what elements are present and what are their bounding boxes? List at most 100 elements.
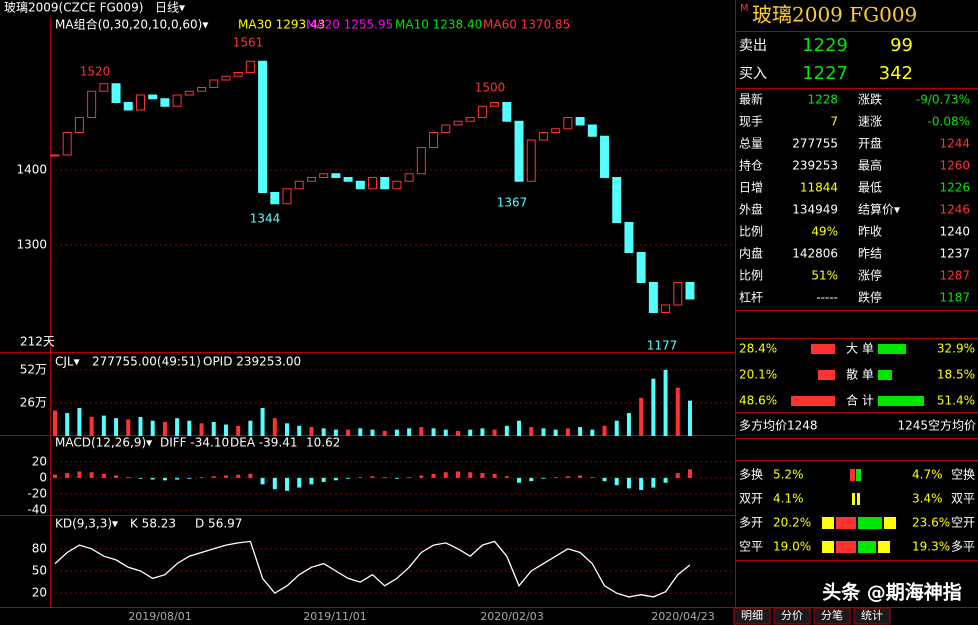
pos-bar <box>856 469 861 481</box>
y-tick-label: 26万 <box>20 395 47 409</box>
x-tick-label: 2020/04/23 <box>651 610 714 623</box>
bar <box>663 369 668 436</box>
quote-label: 买入 <box>739 66 767 82</box>
field-label: 比例 <box>739 269 763 283</box>
candle <box>355 180 365 190</box>
bar <box>65 413 70 436</box>
pos-bar <box>858 517 882 529</box>
tab[interactable] <box>853 607 891 625</box>
bar <box>236 425 241 436</box>
legend-item: MA10 1238.40 <box>395 18 482 32</box>
order-pct: 28.4% <box>739 342 777 356</box>
period: 日线▾ <box>155 1 185 15</box>
bar <box>541 477 546 479</box>
quote-label: 卖出 <box>739 38 767 54</box>
tab-label[interactable]: 统计 <box>861 609 883 622</box>
bar <box>285 477 290 491</box>
candle <box>453 120 463 126</box>
bar <box>175 477 180 480</box>
bar <box>614 477 619 486</box>
bar <box>162 477 167 481</box>
bar <box>297 425 302 436</box>
field-value: 142806 <box>792 247 838 261</box>
pos-label: 空平 <box>739 540 763 554</box>
annotation: 1500 <box>475 81 506 95</box>
tab[interactable] <box>733 607 771 625</box>
field-label: 比例 <box>739 225 763 239</box>
x-tick-label: 2019/11/01 <box>303 610 366 623</box>
candle <box>233 72 243 77</box>
field-value: ----- <box>816 291 838 305</box>
bar <box>529 477 534 482</box>
field-label: 内盘 <box>739 246 763 261</box>
candle <box>258 60 268 193</box>
legend-item: MA组合(0,30,20,10,0,60)▾ <box>55 17 208 32</box>
pos-label: 多开 <box>739 516 763 530</box>
field-value: 239253 <box>792 159 838 173</box>
bar <box>333 477 338 481</box>
quote-price: 1229 <box>802 35 848 56</box>
quote-volume: 342 <box>879 63 913 84</box>
candle <box>99 83 109 92</box>
field-label: 涨停 <box>858 268 882 283</box>
field-value: 1287 <box>939 269 970 283</box>
tab[interactable] <box>773 607 811 625</box>
bar <box>565 428 570 436</box>
pos-bar <box>822 541 834 553</box>
bar <box>553 429 558 436</box>
candle <box>551 128 561 133</box>
annotation: 1367 <box>497 196 528 210</box>
bar <box>77 408 82 436</box>
field-label: 昨结 <box>858 247 882 261</box>
bar <box>541 428 546 436</box>
tab-label[interactable]: 分价 <box>781 609 803 622</box>
x-tick-label: 2020/02/03 <box>480 610 543 623</box>
symbol: 玻璃2009(CZCE FG009) <box>4 1 143 15</box>
order-bar <box>811 344 835 354</box>
bar <box>370 429 375 436</box>
field-label: 外盘 <box>739 202 763 217</box>
bar <box>578 427 583 436</box>
bar <box>480 428 485 436</box>
field-label: 速涨 <box>858 114 882 129</box>
pos-pct: 4.7% <box>912 468 943 482</box>
candle <box>172 94 182 107</box>
bar <box>358 428 363 436</box>
annotation: 1177 <box>647 339 678 353</box>
tab-label[interactable]: 分笔 <box>821 608 843 622</box>
candle <box>612 177 622 223</box>
candle <box>148 94 158 100</box>
candle <box>343 177 353 182</box>
tab[interactable] <box>813 607 851 625</box>
candle <box>87 90 97 118</box>
bar <box>455 471 460 478</box>
pos-bar <box>852 493 855 505</box>
candle <box>624 222 634 253</box>
field-label: 涨跌 <box>858 92 882 107</box>
bar <box>150 420 155 436</box>
y-tick-label: 0 <box>39 470 47 484</box>
field-label: 最高 <box>858 158 882 173</box>
tab-label[interactable]: 明细 <box>741 609 763 622</box>
pos-bar <box>858 541 876 553</box>
bar <box>126 477 131 478</box>
annotation: 1561 <box>233 36 264 50</box>
bar <box>382 477 387 478</box>
bar <box>77 471 82 478</box>
field-label: 跌停 <box>858 290 882 305</box>
field-label: 杠杆 <box>739 290 763 305</box>
bar <box>626 477 631 489</box>
y-tick-label: 80 <box>32 541 47 555</box>
bar <box>529 427 534 436</box>
bar <box>321 428 326 436</box>
avg-price: 多方均价1248 <box>739 418 818 433</box>
candle <box>160 98 170 107</box>
pos-label: 多平 <box>951 540 975 554</box>
field-value: 1246 <box>939 203 970 217</box>
candle <box>282 188 292 205</box>
bar <box>419 427 424 436</box>
bar <box>651 378 656 436</box>
candle <box>62 132 72 156</box>
bar <box>455 430 460 436</box>
bar <box>468 429 473 436</box>
